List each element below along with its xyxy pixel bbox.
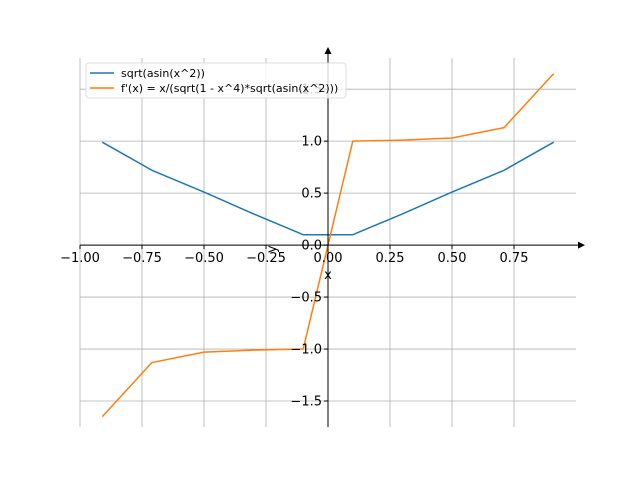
x-tick-label: 0.75: [500, 251, 529, 266]
x-tick-label: −0.50: [184, 251, 224, 266]
y-tick-label: −0.5: [290, 291, 322, 306]
y-tick-label: 1.0: [301, 135, 322, 150]
x-axis-arrow-icon: [578, 241, 585, 249]
x-tick-label: −0.25: [246, 251, 286, 266]
x-tick-label: −0.75: [122, 251, 162, 266]
y-tick-label: 0.0: [301, 239, 322, 254]
y-axis-arrow-icon: [324, 47, 332, 54]
x-tick-label: 0.00: [314, 251, 343, 266]
x-tick-label: 0.50: [438, 251, 467, 266]
x-tick-label: 0.25: [376, 251, 405, 266]
axes: [80, 47, 585, 427]
y-tick-label: −1.5: [290, 395, 322, 410]
y-tick-label: −1.0: [290, 343, 322, 358]
ticks: −1.00 −0.75 −0.50 −0.25 0.00 0.25 0.50 0.75 −1.5…: [60, 83, 528, 410]
legend: sqrt(asin(x^2)) f'(x) = x/(sqrt(1 - x^4)…: [85, 62, 347, 99]
x-tick-label: −1.00: [60, 251, 100, 266]
legend-label-series-2: f'(x) = x/(sqrt(1 - x^4)*sqrt(asin(x^2))…: [121, 82, 338, 95]
legend-label-series-1: sqrt(asin(x^2)): [121, 67, 205, 80]
y-axis-label: y: [265, 245, 280, 253]
y-tick-label: 0.5: [301, 187, 322, 202]
x-axis-label: x: [324, 268, 332, 283]
legend-box: [85, 62, 347, 99]
